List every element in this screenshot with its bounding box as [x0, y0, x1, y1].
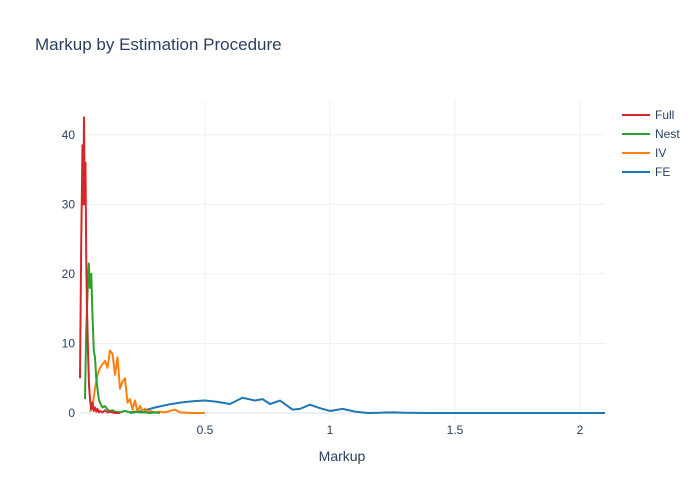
y-tick-label: 10 — [62, 336, 76, 350]
y-tick-label: 0 — [68, 406, 75, 420]
legend-label: FE — [655, 165, 670, 179]
legend-label: Full — [655, 108, 674, 122]
y-tick-label: 20 — [62, 267, 76, 281]
y-axis-ticks: 0 10 20 30 40 — [62, 128, 76, 420]
y-tick-label: 30 — [62, 197, 76, 211]
series-line-iv[interactable] — [89, 349, 205, 415]
legend-item-fe[interactable]: FE — [622, 165, 670, 179]
grid — [80, 100, 605, 420]
legend-label: Nest — [655, 127, 680, 141]
legend-label: IV — [655, 146, 666, 160]
x-axis-ticks: 0.5 1 1.5 2 — [197, 423, 584, 437]
series-lines — [79, 116, 605, 415]
x-tick-label: 2 — [577, 423, 584, 437]
x-tick-label: 1.5 — [447, 423, 464, 437]
series-line-nest[interactable] — [84, 262, 161, 415]
y-tick-label: 40 — [62, 128, 76, 142]
series-line-fe[interactable] — [129, 396, 605, 415]
chart-title: Markup by Estimation Procedure — [35, 35, 282, 54]
series-line-full[interactable] — [79, 116, 120, 415]
legend[interactable]: Full Nest IV FE — [622, 108, 680, 179]
legend-item-iv[interactable]: IV — [622, 146, 666, 160]
x-axis-title: Markup — [319, 448, 366, 464]
x-tick-label: 1 — [327, 423, 334, 437]
legend-item-full[interactable]: Full — [622, 108, 674, 122]
x-tick-label: 0.5 — [197, 423, 214, 437]
legend-item-nest[interactable]: Nest — [622, 127, 680, 141]
